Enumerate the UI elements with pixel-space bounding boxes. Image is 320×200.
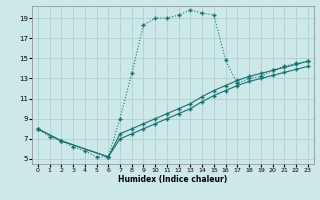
X-axis label: Humidex (Indice chaleur): Humidex (Indice chaleur) [118,175,228,184]
